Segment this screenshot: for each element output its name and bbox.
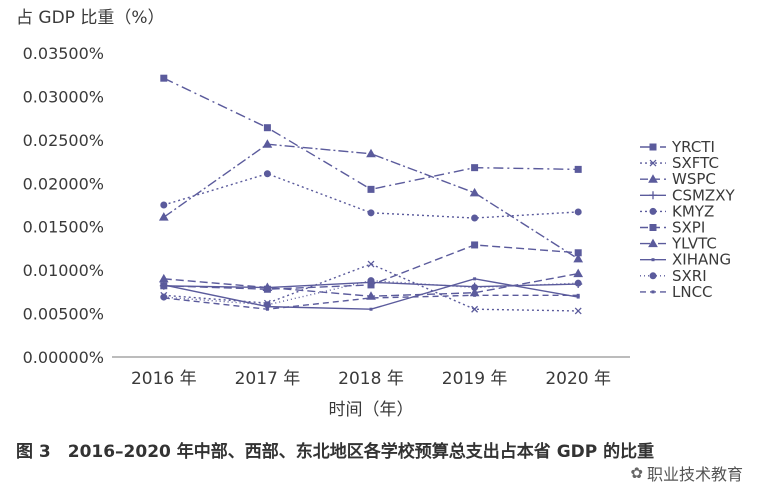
legend-marker (651, 290, 655, 294)
legend-label: SXFTC (672, 154, 719, 172)
series-line (163, 279, 579, 306)
legend-label: YLVTC (671, 235, 717, 253)
legend-label: KMYZ (672, 202, 714, 220)
legend-marker (649, 224, 657, 231)
data-point (158, 212, 169, 221)
y-tick-label: 0.02000% (23, 174, 104, 193)
x-tick-label: 2019 年 (442, 369, 508, 389)
legend-item: SXFTC (640, 154, 719, 172)
data-point (158, 273, 169, 283)
data-point (473, 277, 477, 281)
data-point (263, 301, 271, 309)
legend-item: YLVTC (640, 235, 717, 253)
wechat-icon: ✿ (630, 464, 643, 482)
data-point (265, 307, 269, 311)
x-tick-label: 2017 年 (235, 369, 301, 389)
series-group (158, 74, 584, 315)
data-point (263, 285, 271, 293)
figure-caption: 图 3 2016–2020 年中部、西部、东北地区各学校预算总支出占本省 GDP… (16, 442, 655, 462)
legend-marker (649, 159, 657, 167)
data-point (574, 279, 582, 287)
legend-marker (651, 258, 655, 262)
legend: YRCTISXFTCWSPCCSMZXYKMYZSXPIYLVTCXIHANGS… (640, 138, 735, 301)
y-axis-ticks: 0.00000% 0.00500% 0.01000% 0.01500% 0.02000%… (23, 44, 104, 367)
data-point (367, 260, 375, 268)
legend-label: SXPI (672, 219, 705, 237)
series-kmyz (160, 170, 582, 222)
legend-marker (649, 207, 657, 215)
legend-marker (649, 191, 657, 200)
legend-item: KMYZ (640, 202, 714, 220)
watermark: ✿ 职业技术教育 (630, 461, 743, 485)
data-point (473, 293, 477, 297)
series-ylvtc (158, 139, 584, 263)
data-point (573, 253, 584, 263)
legend-label: XIHANG (672, 251, 731, 269)
y-tick-label: 0.03000% (23, 87, 104, 106)
data-point (471, 305, 479, 313)
y-tick-label: 0.00000% (23, 348, 104, 367)
y-tick-label: 0.01000% (23, 261, 104, 280)
data-point (263, 124, 271, 132)
legend-item: WSPC (640, 170, 716, 188)
data-point (574, 165, 582, 173)
data-point (369, 307, 373, 311)
data-point (162, 283, 166, 287)
x-tick-label: 2016 年 (131, 369, 197, 389)
series-yrcti (160, 74, 582, 193)
legend-marker (649, 143, 657, 151)
data-point (369, 296, 373, 300)
x-tick-label: 2020 年 (545, 369, 611, 389)
legend-marker (648, 238, 658, 248)
series-line (163, 143, 579, 260)
data-point (367, 185, 375, 193)
legend-label: CSMZXY (672, 186, 735, 204)
data-point (471, 214, 479, 222)
data-point (160, 201, 168, 209)
legend-label: WSPC (672, 170, 716, 188)
y-tick-label: 0.02500% (23, 131, 104, 150)
legend-marker (649, 272, 657, 280)
x-axis-title: 时间（年） (329, 400, 414, 420)
legend-marker (648, 174, 658, 183)
data-point (162, 296, 166, 300)
y-axis-title: 占 GDP 比重（%） (16, 8, 164, 28)
watermark-text: 职业技术教育 (646, 465, 743, 484)
y-tick-label: 0.03500% (23, 44, 104, 63)
legend-item: CSMZXY (640, 186, 735, 204)
data-point (471, 284, 479, 292)
legend-item: LNCC (640, 283, 713, 301)
legend-label: SXRI (672, 267, 707, 285)
data-point (573, 268, 584, 278)
data-point (160, 74, 168, 82)
data-point (574, 208, 582, 216)
x-tick-label: 2018 年 (338, 369, 404, 389)
legend-item: XIHANG (640, 251, 731, 269)
data-point (366, 148, 376, 158)
data-point (262, 139, 273, 148)
x-axis-ticks: 2016 年 2017 年 2018 年 2019 年 2020 年 (131, 369, 611, 389)
data-point (469, 187, 480, 197)
data-point (471, 241, 479, 249)
data-point (367, 209, 375, 217)
legend-label: YRCTI (671, 138, 715, 156)
data-point (576, 293, 580, 297)
data-point (367, 277, 375, 285)
y-tick-label: 0.01500% (23, 218, 104, 237)
series-lncc (162, 293, 580, 311)
data-point (574, 307, 582, 315)
legend-item: SXRI (640, 267, 707, 285)
line-chart: 占 GDP 比重（%） 0.00000% 0.00500% 0.01000% 0.01… (16, 8, 735, 420)
y-tick-label: 0.00500% (23, 305, 104, 324)
legend-label: LNCC (672, 283, 713, 301)
legend-item: SXPI (640, 219, 705, 237)
series-xihang (162, 277, 580, 311)
legend-item: YRCTI (640, 138, 715, 156)
data-point (471, 164, 479, 172)
data-point (263, 170, 271, 178)
